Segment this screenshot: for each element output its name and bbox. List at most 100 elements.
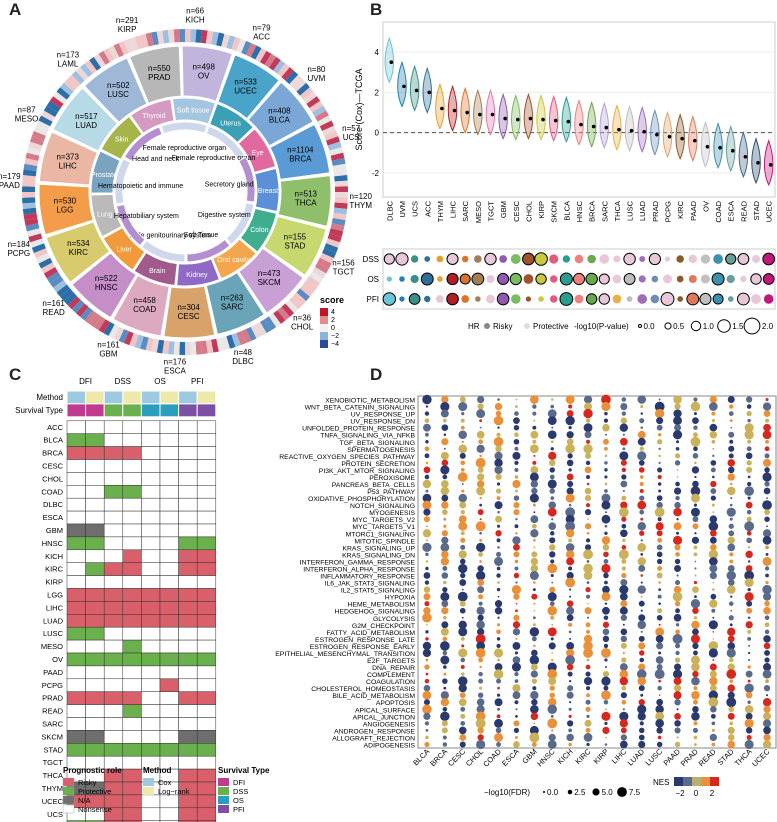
pathway-dot (619, 740, 628, 749)
pathway-dot (640, 426, 644, 429)
pathway-dot (622, 538, 626, 542)
violin-shape (650, 109, 660, 156)
pathway-dot (708, 549, 719, 560)
pathway-dot (497, 581, 500, 584)
outer-score-cell (333, 207, 348, 215)
outer-score-cell (317, 115, 332, 127)
pathway-dot (656, 664, 663, 671)
hr-bubble (534, 252, 548, 266)
pathway-dot (710, 460, 717, 466)
pathway-label: ANGIOGENESIS (363, 721, 416, 728)
pathway-dot (549, 488, 555, 494)
pathway-dot (604, 482, 608, 486)
pathway-dot (476, 628, 485, 636)
hr-bubble (736, 292, 750, 306)
pathway-dot (658, 447, 661, 450)
pathway-dot (658, 398, 661, 401)
pathway-dot (496, 693, 501, 697)
cancer-x-tick: THCA (733, 747, 754, 768)
outer-score-cell (306, 96, 321, 109)
pathway-dot (531, 487, 538, 495)
pathway-dot (709, 395, 717, 404)
pathway-dot (424, 580, 430, 585)
outer-score-cell (309, 271, 324, 284)
hr-bubble (612, 294, 622, 304)
pathway-dot (763, 423, 771, 432)
pathway-dot (639, 489, 644, 494)
pathway-dot (747, 546, 751, 549)
pathway-dot (692, 727, 699, 733)
segment-count: n=513 (295, 190, 318, 199)
pathway-dot (426, 525, 428, 528)
pathway-dot (532, 425, 537, 430)
pathway-dot (764, 615, 770, 621)
hr-bubble (486, 275, 495, 283)
pathway-label: KRAS_SIGNALING_UP (342, 545, 415, 552)
pathway-dot (691, 466, 700, 474)
cancer-row-label: LUAD (43, 616, 64, 625)
pathway-dot (672, 591, 683, 602)
pathway-dot (619, 663, 628, 671)
cancer-segment (277, 175, 332, 227)
outer-count: n=173 (57, 51, 80, 60)
outer-score-cell (31, 243, 46, 254)
panel-d-letter: D (370, 365, 383, 384)
pathway-dot (422, 479, 432, 489)
legend-method-swatch (143, 778, 154, 786)
outer-score-cell (334, 174, 348, 182)
segment-code: LGG (56, 206, 73, 215)
pathway-dot (657, 594, 662, 599)
outer-score-cell (255, 48, 267, 63)
pathway-dot (568, 468, 572, 472)
violin-median (440, 106, 444, 111)
pathway-dot (726, 507, 736, 517)
hr-bubble (623, 273, 636, 285)
pathway-dot (764, 516, 770, 522)
pathway-dot (655, 656, 664, 664)
pathway-dot (727, 396, 735, 404)
legend-size-label: 1.5 (732, 322, 744, 331)
pathway-dot (709, 564, 718, 573)
legend-role-label: N/A (78, 796, 91, 805)
hr-bubble (585, 293, 598, 305)
pathway-dot (637, 676, 646, 686)
pathway-dot (604, 468, 608, 472)
pathway-dot (529, 655, 540, 665)
outer-score-cell (173, 341, 180, 355)
violin-shape (713, 122, 723, 170)
cancer-x-tick: BLCA (411, 747, 431, 767)
pathway-dot (712, 616, 715, 619)
segment-count: n=533 (234, 77, 257, 86)
outer-score-cell (53, 91, 67, 104)
pathway-dot (513, 424, 520, 431)
pathway-dot (710, 706, 717, 713)
pathway-dot (727, 635, 735, 643)
outer-score-cell (306, 275, 321, 288)
pathway-dot (442, 615, 447, 620)
row-label: PFI (367, 295, 379, 304)
outer-score-cell (330, 152, 345, 161)
cancer-row-label: DLBC (43, 500, 64, 509)
pathway-dot (512, 641, 521, 650)
pathway-dot (547, 627, 557, 637)
pathway-dot (638, 614, 646, 622)
pathway-dot (637, 500, 647, 510)
pathway-dot (762, 592, 772, 601)
pathway-dot (515, 708, 518, 711)
pathway-dot (709, 536, 717, 544)
pathway-dot (748, 651, 751, 655)
pathway-dot (762, 669, 772, 679)
pathway-dot (460, 418, 465, 423)
hr-bubble (688, 274, 697, 284)
pathway-dot (514, 475, 519, 479)
outer-score-cell (268, 56, 281, 71)
legend-swatch (320, 340, 328, 348)
x-tick: SARC (600, 200, 609, 221)
hr-bubble (509, 272, 522, 286)
pathway-dot (729, 439, 734, 444)
pathway-dot (477, 579, 485, 586)
pathway-dot (512, 656, 521, 664)
pathway-dot (511, 585, 522, 595)
outer-code: LAML (57, 60, 78, 69)
pathway-dot (619, 585, 629, 595)
